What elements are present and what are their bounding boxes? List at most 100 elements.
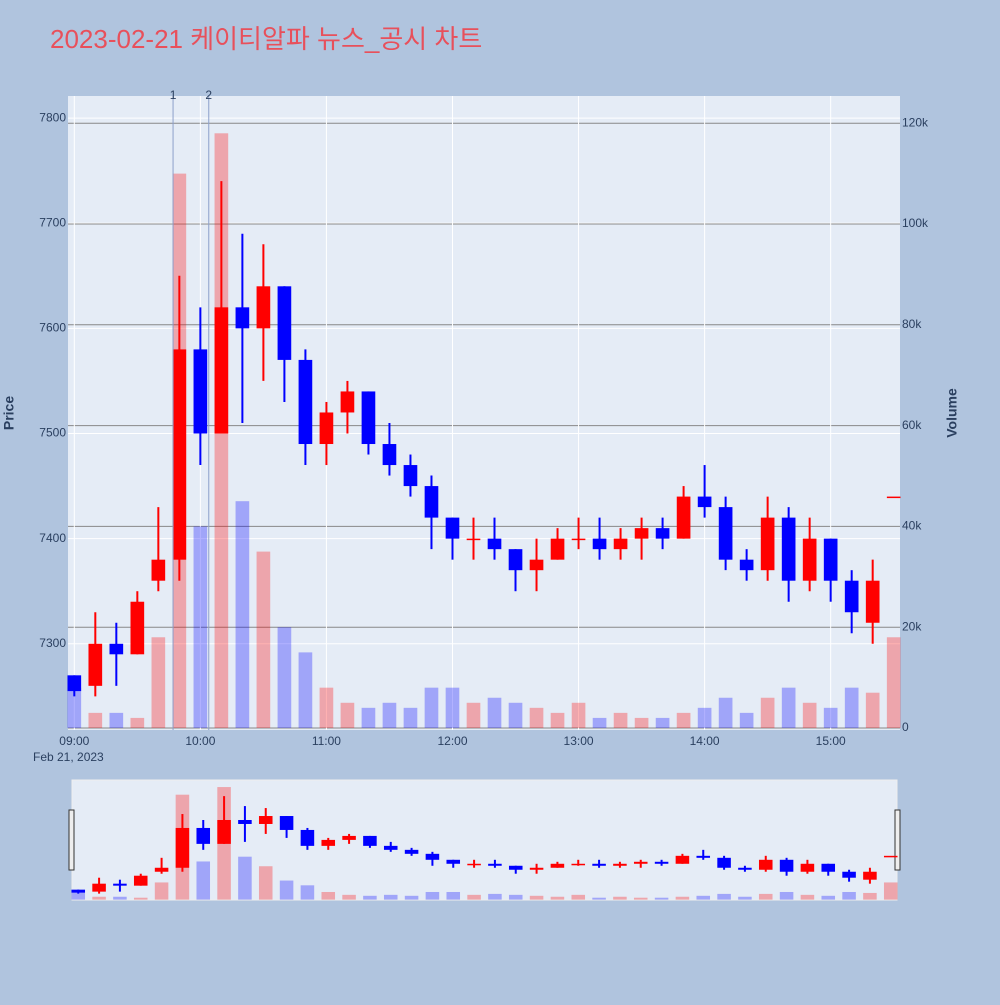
volume-bar	[633, 897, 648, 900]
range-slider[interactable]	[71, 779, 898, 901]
candle-body	[592, 863, 606, 866]
volume-bar	[529, 895, 544, 900]
x-tick-label: 13:00	[564, 734, 594, 748]
candle-body	[675, 855, 690, 864]
slider-handle[interactable]	[894, 809, 901, 871]
volume-bar	[696, 895, 711, 900]
volume-bar	[676, 712, 691, 728]
candle-body	[363, 835, 377, 846]
candle-body	[319, 412, 334, 445]
volume-bar	[718, 697, 733, 728]
volume-bar	[130, 717, 145, 728]
volume-bar	[800, 894, 815, 900]
volume-bar	[467, 894, 481, 900]
x-tick-label: 11:00	[312, 734, 341, 748]
y2-tick-label: 20k	[902, 619, 922, 633]
candle-body	[279, 816, 294, 830]
volume-bar	[277, 627, 292, 728]
candle-body	[340, 391, 355, 413]
volume-bar	[823, 707, 838, 728]
volume-bar	[821, 895, 836, 900]
volume-bar	[382, 702, 397, 728]
candle-body	[154, 867, 169, 872]
candle-body	[109, 643, 124, 655]
candle-body	[718, 507, 733, 560]
volume-bar	[717, 893, 731, 900]
y2-tick-label: 120k	[902, 115, 929, 129]
volume-bar	[424, 687, 439, 728]
candle-body	[298, 359, 313, 445]
y-tick-label: 7700	[39, 215, 66, 229]
x-tick-label: 12:00	[437, 734, 467, 748]
volume-bar	[571, 702, 586, 728]
volume-bar	[739, 712, 754, 728]
candle-body	[508, 549, 523, 571]
candle-body	[633, 861, 648, 864]
volume-bar	[781, 687, 796, 728]
volume-bar	[446, 891, 461, 900]
candle-body	[613, 538, 628, 550]
candle-body	[88, 643, 103, 686]
candle-body	[844, 580, 859, 613]
candle-body	[214, 307, 229, 434]
volume-bar	[487, 697, 502, 728]
y2-tick-label: 60k	[902, 418, 922, 432]
candle-body	[758, 859, 773, 870]
volume-bar	[361, 707, 376, 728]
candle-body	[508, 865, 523, 870]
candle-body	[886, 496, 901, 499]
candle-body	[404, 849, 419, 854]
candle-body	[696, 855, 711, 858]
volume-bar	[340, 702, 355, 728]
volume-bar	[634, 717, 649, 728]
volume-bar	[109, 712, 124, 728]
candle-body	[300, 829, 315, 846]
candle-body	[277, 286, 292, 360]
candle-body	[613, 863, 627, 866]
candle-body	[193, 349, 208, 434]
candle-body	[760, 517, 775, 571]
volume-bar	[802, 702, 817, 728]
candle-body	[823, 538, 838, 581]
volume-bar	[151, 637, 166, 728]
candle-body	[654, 861, 669, 864]
candle-body	[697, 496, 712, 508]
volume-bar	[488, 893, 502, 900]
volume-bar	[238, 856, 252, 900]
candle-body	[529, 559, 544, 571]
volume-bar	[235, 501, 250, 728]
volume-bar	[404, 895, 419, 900]
candle-body	[592, 538, 607, 550]
candle-body	[235, 307, 250, 329]
candle-body	[238, 820, 252, 824]
candle-body	[321, 839, 336, 846]
volume-bar	[363, 895, 377, 900]
volume-bar	[425, 891, 440, 900]
y-tick-label: 7800	[39, 110, 66, 124]
volume-bar	[342, 894, 356, 900]
volume-bar	[319, 687, 334, 728]
volume-bar	[654, 897, 669, 900]
volume-bar	[154, 882, 169, 900]
y-tick-label: 7300	[39, 636, 66, 650]
volume-bar	[675, 896, 690, 900]
candle-body	[446, 859, 461, 864]
volume-bar	[697, 707, 712, 728]
volume-bar	[550, 896, 565, 900]
slider-handle[interactable]	[68, 809, 75, 871]
candle-body	[424, 486, 439, 518]
volume-bar	[300, 885, 315, 900]
volume-bar	[466, 702, 481, 728]
volume-bar	[886, 637, 901, 728]
candle-body	[466, 538, 481, 541]
candle-body	[382, 444, 397, 466]
volume-bar	[508, 702, 523, 728]
volume-bar	[196, 861, 211, 900]
candle-body	[883, 855, 898, 858]
volume-bar	[592, 717, 607, 728]
candle-body	[739, 559, 754, 571]
candle-body	[676, 496, 691, 539]
candle-body	[634, 528, 649, 539]
candle-body	[779, 859, 794, 872]
